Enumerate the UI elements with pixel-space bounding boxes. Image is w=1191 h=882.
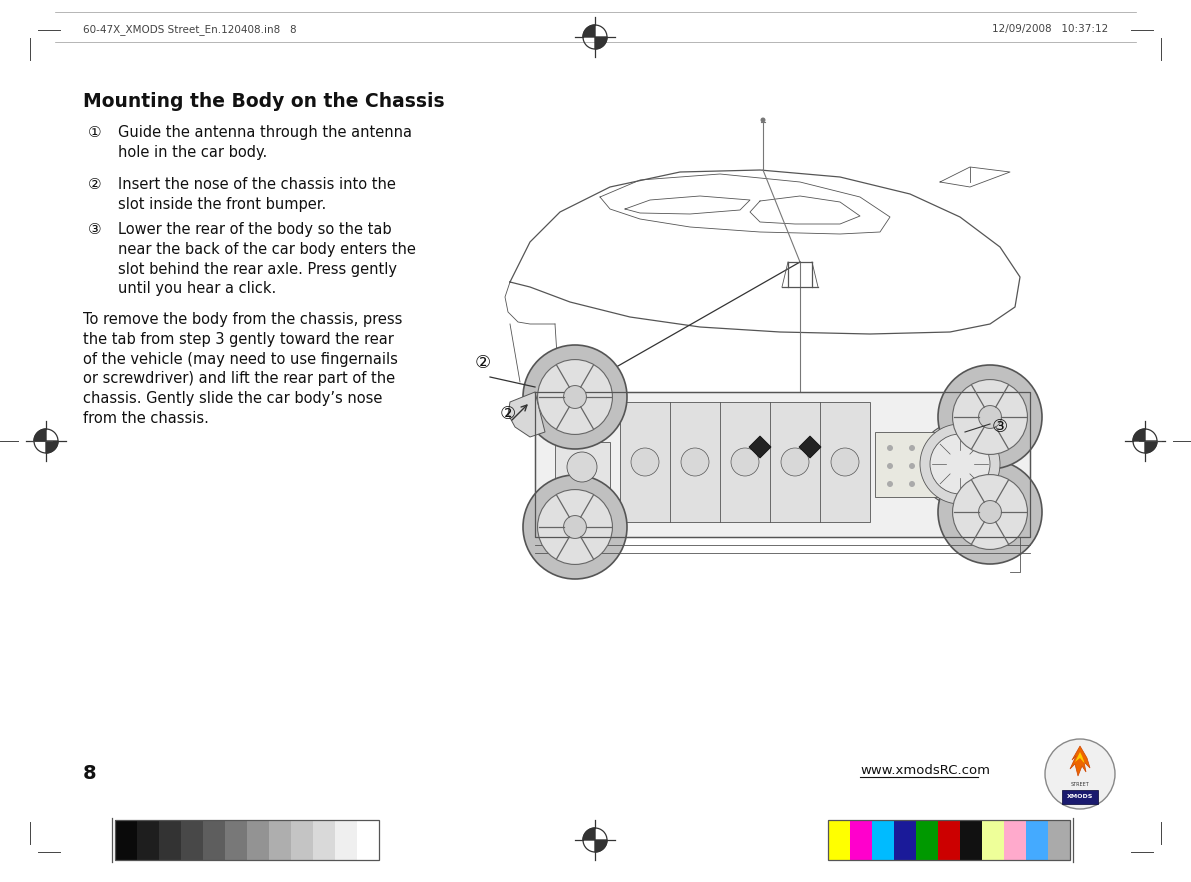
Circle shape (939, 460, 1042, 564)
Text: ③: ③ (992, 418, 1008, 436)
Circle shape (831, 448, 859, 476)
Polygon shape (584, 25, 596, 37)
Polygon shape (35, 429, 46, 441)
Bar (116, 820, 379, 860)
Circle shape (761, 117, 766, 123)
Bar (1025, 820, 1048, 860)
Polygon shape (509, 392, 545, 437)
Bar (875, 432, 985, 497)
Bar (1062, 790, 1098, 804)
Text: ②: ② (475, 354, 491, 372)
Text: ②: ② (88, 177, 101, 192)
Circle shape (930, 434, 990, 494)
Circle shape (931, 463, 937, 469)
Bar (621, 402, 869, 522)
Circle shape (939, 365, 1042, 469)
Circle shape (887, 481, 893, 487)
Text: 12/09/2008   10:37:12: 12/09/2008 10:37:12 (992, 24, 1108, 34)
Polygon shape (535, 392, 1030, 537)
Text: To remove the body from the chassis, press
the tab from step 3 gently toward the: To remove the body from the chassis, pre… (83, 312, 403, 426)
Circle shape (567, 452, 597, 482)
Circle shape (918, 422, 1002, 506)
Text: www.xmodsRC.com: www.xmodsRC.com (860, 764, 990, 777)
Text: Insert the nose of the chassis into the
slot inside the front bumper.: Insert the nose of the chassis into the … (118, 177, 395, 212)
Polygon shape (596, 37, 607, 49)
Circle shape (887, 445, 893, 451)
Circle shape (909, 445, 915, 451)
Bar (160, 820, 181, 860)
Text: 8: 8 (83, 764, 96, 783)
Bar (555, 442, 610, 492)
Circle shape (681, 448, 709, 476)
Circle shape (931, 481, 937, 487)
Circle shape (948, 452, 972, 476)
Circle shape (523, 345, 626, 449)
Circle shape (563, 385, 586, 408)
Bar (181, 820, 202, 860)
Bar (872, 820, 894, 860)
Bar (225, 820, 247, 860)
Bar (983, 820, 1004, 860)
Bar (357, 820, 379, 860)
Circle shape (523, 475, 626, 579)
Text: Guide the antenna through the antenna
hole in the car body.: Guide the antenna through the antenna ho… (118, 125, 412, 160)
Text: Lower the rear of the body so the tab
near the back of the car body enters the
s: Lower the rear of the body so the tab ne… (118, 222, 416, 296)
Polygon shape (46, 441, 58, 453)
Circle shape (781, 448, 809, 476)
Circle shape (953, 379, 1028, 454)
Bar (335, 820, 357, 860)
Text: Mounting the Body on the Chassis: Mounting the Body on the Chassis (83, 92, 444, 111)
Polygon shape (1070, 746, 1090, 776)
Polygon shape (584, 828, 596, 840)
Circle shape (537, 490, 612, 564)
Circle shape (909, 463, 915, 469)
Circle shape (887, 463, 893, 469)
Polygon shape (596, 840, 607, 852)
Circle shape (953, 463, 959, 469)
Bar (828, 820, 850, 860)
Circle shape (731, 448, 759, 476)
Bar (850, 820, 872, 860)
Circle shape (931, 445, 937, 451)
Circle shape (919, 424, 1000, 504)
Polygon shape (1145, 441, 1156, 453)
Text: ③: ③ (88, 222, 101, 237)
Text: ②: ② (500, 405, 516, 423)
Bar (916, 820, 939, 860)
Circle shape (909, 481, 915, 487)
Circle shape (979, 501, 1002, 523)
Bar (1048, 820, 1070, 860)
Circle shape (979, 406, 1002, 429)
Bar (313, 820, 335, 860)
Bar (1004, 820, 1025, 860)
Bar (894, 820, 916, 860)
Polygon shape (1133, 429, 1145, 441)
Bar (960, 820, 983, 860)
Text: ①: ① (88, 125, 101, 140)
Text: 60-47X_XMODS Street_En.120408.in8   8: 60-47X_XMODS Street_En.120408.in8 8 (83, 24, 297, 35)
Text: STREET: STREET (1071, 781, 1090, 787)
Bar (116, 820, 137, 860)
Bar (247, 820, 269, 860)
Bar (291, 820, 313, 860)
Polygon shape (799, 436, 821, 458)
Circle shape (537, 360, 612, 435)
Polygon shape (749, 436, 771, 458)
Circle shape (953, 445, 959, 451)
Text: XMODS: XMODS (1067, 795, 1093, 799)
Circle shape (631, 448, 659, 476)
Bar (939, 820, 960, 860)
Bar (137, 820, 160, 860)
Circle shape (953, 475, 1028, 549)
Circle shape (953, 481, 959, 487)
Circle shape (1045, 739, 1115, 809)
Bar (269, 820, 291, 860)
Circle shape (563, 516, 586, 538)
Polygon shape (1075, 752, 1085, 764)
Bar (202, 820, 225, 860)
Bar (828, 820, 1070, 860)
